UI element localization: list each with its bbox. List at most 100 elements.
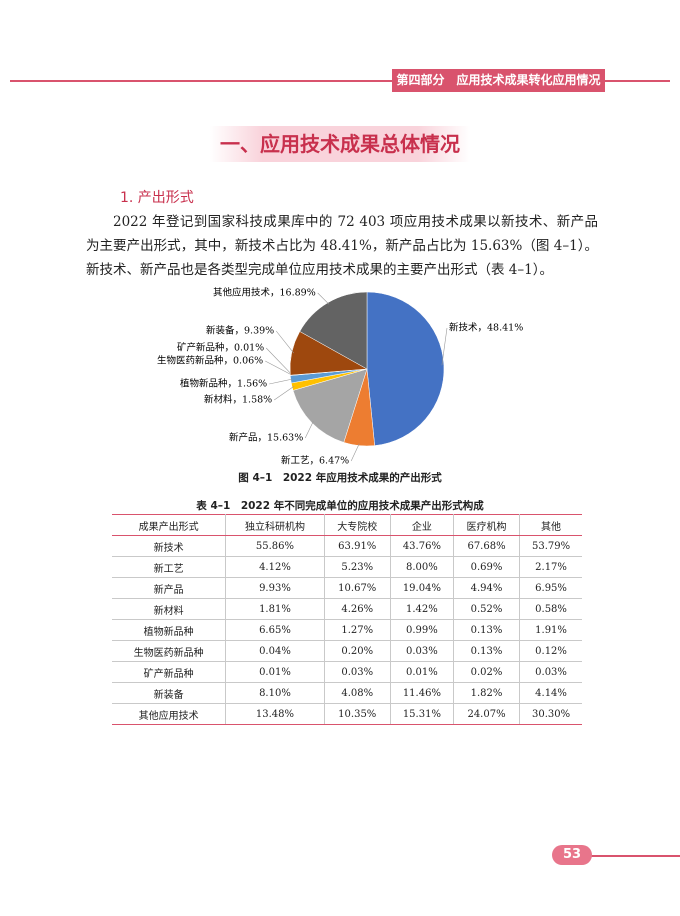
table-cell: 0.03%	[323, 661, 391, 683]
table-cell: 0.69%	[452, 556, 521, 578]
slice-label: 植物新品种，1.56%	[180, 378, 267, 390]
table-row: 新工艺 4.12% 5.23% 8.00% 0.69% 2.17%	[112, 556, 582, 578]
section-label: 第四部分 应用技术成果转化应用情况	[392, 69, 605, 92]
table-cell: 67.68%	[452, 535, 521, 557]
slice-label: 新材料，1.58%	[204, 394, 272, 406]
table-cell: 矿产新品种	[112, 661, 227, 683]
table-cell: 2.17%	[519, 556, 582, 578]
slice-label: 生物医药新品种，0.06%	[157, 355, 263, 367]
table-cell: 10.67%	[323, 577, 391, 599]
leader-line	[265, 347, 293, 376]
pie-slice	[366, 291, 445, 446]
table-row: 其他应用技术 13.48% 10.35% 15.31% 24.07% 30.30%	[112, 703, 582, 725]
table-cell: 55.86%	[225, 535, 325, 557]
table-cell: 1.82%	[452, 682, 521, 704]
leader-line	[304, 421, 314, 439]
table-cell: 1.42%	[389, 598, 454, 620]
table-cell: 4.94%	[452, 577, 521, 599]
slice-label: 新工艺，6.47%	[281, 455, 349, 467]
table-cell: 0.20%	[323, 640, 391, 662]
table-cell: 0.01%	[389, 661, 454, 683]
table-cell: 9.93%	[225, 577, 325, 599]
table-cell: 8.00%	[389, 556, 454, 578]
table-cell: 4.08%	[323, 682, 391, 704]
table-cell: 4.12%	[225, 556, 325, 578]
header-cell: 其他	[519, 514, 582, 536]
slice-label: 新装备，9.39%	[206, 325, 274, 337]
table-row: 生物医药新品种 0.04% 0.20% 0.03% 0.13% 0.12%	[112, 640, 582, 662]
header-cell: 医疗机构	[452, 514, 521, 536]
table-cell: 6.95%	[519, 577, 582, 599]
table-cell: 生物医药新品种	[112, 640, 227, 662]
table-cell: 13.48%	[225, 703, 325, 725]
subsection-heading: 1. 产出形式	[120, 190, 194, 206]
table-cell: 63.91%	[323, 535, 391, 557]
table-title: 表 4–1 2022 年不同完成单位的应用技术成果产出形式构成	[196, 500, 484, 512]
leader-line	[269, 378, 293, 385]
table-cell: 0.02%	[452, 661, 521, 683]
table-row: 新技术 55.86% 63.91% 43.76% 67.68% 53.79%	[112, 535, 582, 557]
figure-caption: 图 4–1 2022 年应用技术成果的产出形式	[238, 472, 442, 484]
table-cell: 4.26%	[323, 598, 391, 620]
table-cell: 8.10%	[225, 682, 325, 704]
table-cell: 新技术	[112, 535, 227, 557]
header-rule	[10, 80, 670, 82]
table-cell: 0.03%	[519, 661, 582, 683]
table-cell: 0.03%	[389, 640, 454, 662]
table-cell: 0.12%	[519, 640, 582, 662]
table-cell: 0.13%	[452, 640, 521, 662]
slice-label: 新技术，48.41%	[449, 322, 523, 334]
table-cell: 24.07%	[452, 703, 521, 725]
leader-line	[274, 386, 295, 401]
table-cell: 4.14%	[519, 682, 582, 704]
slice-label: 新产品，15.63%	[229, 432, 303, 444]
table-cell: 0.58%	[519, 598, 582, 620]
table-cell: 30.30%	[519, 703, 582, 725]
header-row: 成果产出形式 独立科研机构 大专院校 企业 医疗机构 其他	[112, 514, 582, 536]
table-cell: 15.31%	[389, 703, 454, 725]
table-cell: 10.35%	[323, 703, 391, 725]
header-cell: 企业	[389, 514, 454, 536]
table-cell: 0.04%	[225, 640, 325, 662]
section-title: 一、应用技术成果总体情况	[210, 126, 470, 162]
table-row: 植物新品种 6.65% 1.27% 0.99% 0.13% 1.91%	[112, 619, 582, 641]
table-cell: 0.52%	[452, 598, 521, 620]
header-cell: 成果产出形式	[112, 514, 227, 536]
leader-line	[265, 360, 293, 376]
table-cell: 19.04%	[389, 577, 454, 599]
pie-chart: 新技术，48.41% 新工艺，6.47% 新产品，15.63% 新材料，1.58% 植物…	[157, 287, 523, 467]
footer-rule	[590, 855, 680, 857]
table-row: 矿产新品种 0.01% 0.03% 0.01% 0.02% 0.03%	[112, 661, 582, 683]
table-cell: 其他应用技术	[112, 703, 227, 725]
table-cell: 5.23%	[323, 556, 391, 578]
table-cell: 新工艺	[112, 556, 227, 578]
leader-line	[275, 330, 294, 354]
slice-label: 其他应用技术，16.89%	[213, 287, 316, 299]
table-cell: 0.13%	[452, 619, 521, 641]
table-row: 新装备 8.10% 4.08% 11.46% 1.82% 4.14%	[112, 682, 582, 704]
header-cell: 独立科研机构	[225, 514, 325, 536]
table-cell: 1.81%	[225, 598, 325, 620]
data-table: 成果产出形式 独立科研机构 大专院校 企业 医疗机构 其他 新技术 55.86% 63.91% 4…	[112, 514, 582, 725]
table-row: 新产品 9.93% 10.67% 19.04% 4.94% 6.95%	[112, 577, 582, 599]
table-cell: 新装备	[112, 682, 227, 704]
header-cell: 大专院校	[323, 514, 391, 536]
table-cell: 新材料	[112, 598, 227, 620]
pie-slice	[292, 368, 368, 443]
table-row: 新材料 1.81% 4.26% 1.42% 0.52% 0.58%	[112, 598, 582, 620]
table-cell: 53.79%	[519, 535, 582, 557]
paragraph: 2022 年登记到国家科技成果库中的 72 403 项应用技术成果以新技术、新产…	[86, 214, 598, 278]
slice-label: 矿产新品种，0.01%	[177, 342, 264, 354]
table-cell: 0.01%	[225, 661, 325, 683]
table-cell: 11.46%	[389, 682, 454, 704]
leader-line	[317, 292, 330, 305]
pie-slice	[299, 291, 368, 370]
page-number: 53	[552, 845, 592, 865]
table-cell: 1.91%	[519, 619, 582, 641]
table-cell: 0.99%	[389, 619, 454, 641]
leader-line	[350, 443, 360, 462]
table-cell: 新产品	[112, 577, 227, 599]
table-cell: 6.65%	[225, 619, 325, 641]
table-cell: 1.27%	[323, 619, 391, 641]
